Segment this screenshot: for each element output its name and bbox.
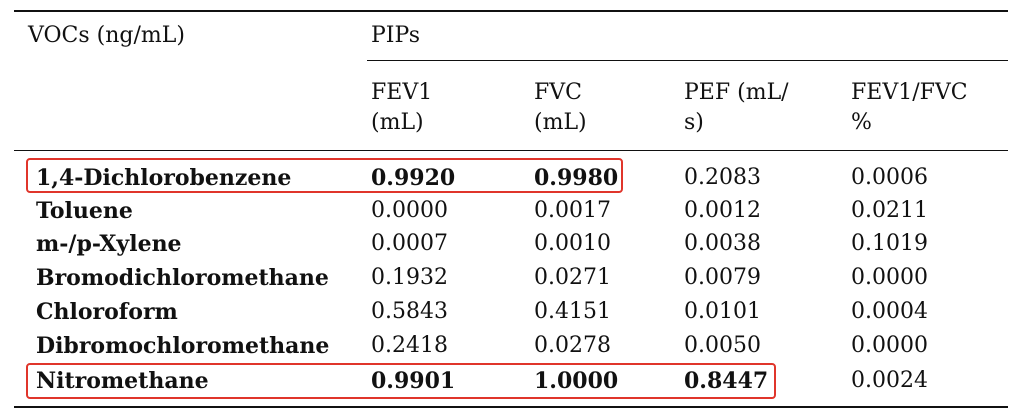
row-label-dichlorobenzene: 1,4-Dichlorobenzene: [36, 165, 292, 191]
column-header-fvc-line2: (mL): [534, 110, 587, 135]
cell-value: 0.2083: [684, 165, 761, 190]
header-rule: [14, 150, 1008, 151]
data-table: VOCs (ng/mL) PIPs FEV1 (mL) FVC (mL) PEF…: [14, 0, 1008, 415]
highlight-box-nitromethane: [26, 363, 776, 399]
cell-value: 1.0000: [534, 368, 619, 394]
highlight-box-dichlorobenzene: [26, 158, 623, 193]
cell-value: 0.9980: [534, 165, 619, 191]
cell-value: 0.0017: [534, 198, 611, 223]
cell-value: 0.1019: [851, 231, 928, 256]
row-label-nitromethane: Nitromethane: [36, 368, 209, 394]
row-label-chloroform: Chloroform: [36, 299, 178, 325]
group-rule: [367, 60, 1008, 61]
cell-value: 0.0271: [534, 265, 611, 290]
cell-value: 0.0038: [684, 231, 761, 256]
cell-value: 0.0050: [684, 333, 761, 358]
cell-value: 0.0278: [534, 333, 611, 358]
cell-value: 0.0006: [851, 165, 928, 190]
cell-value: 0.0211: [851, 198, 928, 223]
cell-value: 0.4151: [534, 299, 611, 324]
row-label-toluene: Toluene: [36, 198, 133, 224]
column-header-fev1-line1: FEV1: [371, 80, 433, 105]
cell-value: 0.2418: [371, 333, 448, 358]
column-header-pef-line2: s): [684, 110, 704, 135]
cell-value: 0.0007: [371, 231, 448, 256]
column-header-fvc-line1: FVC: [534, 80, 582, 105]
row-label-xylene: m-/p-Xylene: [36, 231, 182, 257]
column-header-ratio-line2: %: [851, 110, 872, 135]
bottom-rule: [14, 406, 1008, 408]
cell-value: 0.5843: [371, 299, 448, 324]
cell-value: 0.0000: [851, 333, 928, 358]
top-rule: [14, 10, 1008, 12]
column-header-fev1-line2: (mL): [371, 110, 424, 135]
cell-value: 0.8447: [684, 368, 769, 394]
cell-value: 0.0079: [684, 265, 761, 290]
cell-value: 0.0101: [684, 299, 761, 324]
group-header-label: PIPs: [371, 23, 420, 48]
row-label-bromodichloromethane: Bromodichloromethane: [36, 265, 329, 291]
row-header-label: VOCs (ng/mL): [28, 23, 185, 48]
cell-value: 0.1932: [371, 265, 448, 290]
cell-value: 0.0000: [851, 265, 928, 290]
cell-value: 0.0024: [851, 368, 928, 393]
cell-value: 0.9901: [371, 368, 456, 394]
cell-value: 0.0004: [851, 299, 928, 324]
cell-value: 0.0012: [684, 198, 761, 223]
cell-value: 0.0000: [371, 198, 448, 223]
column-header-ratio-line1: FEV1/FVC: [851, 80, 968, 105]
cell-value: 0.0010: [534, 231, 611, 256]
column-header-pef-line1: PEF (mL/: [684, 80, 789, 105]
cell-value: 0.9920: [371, 165, 456, 191]
row-label-dibromochloromethane: Dibromochloromethane: [36, 333, 330, 359]
